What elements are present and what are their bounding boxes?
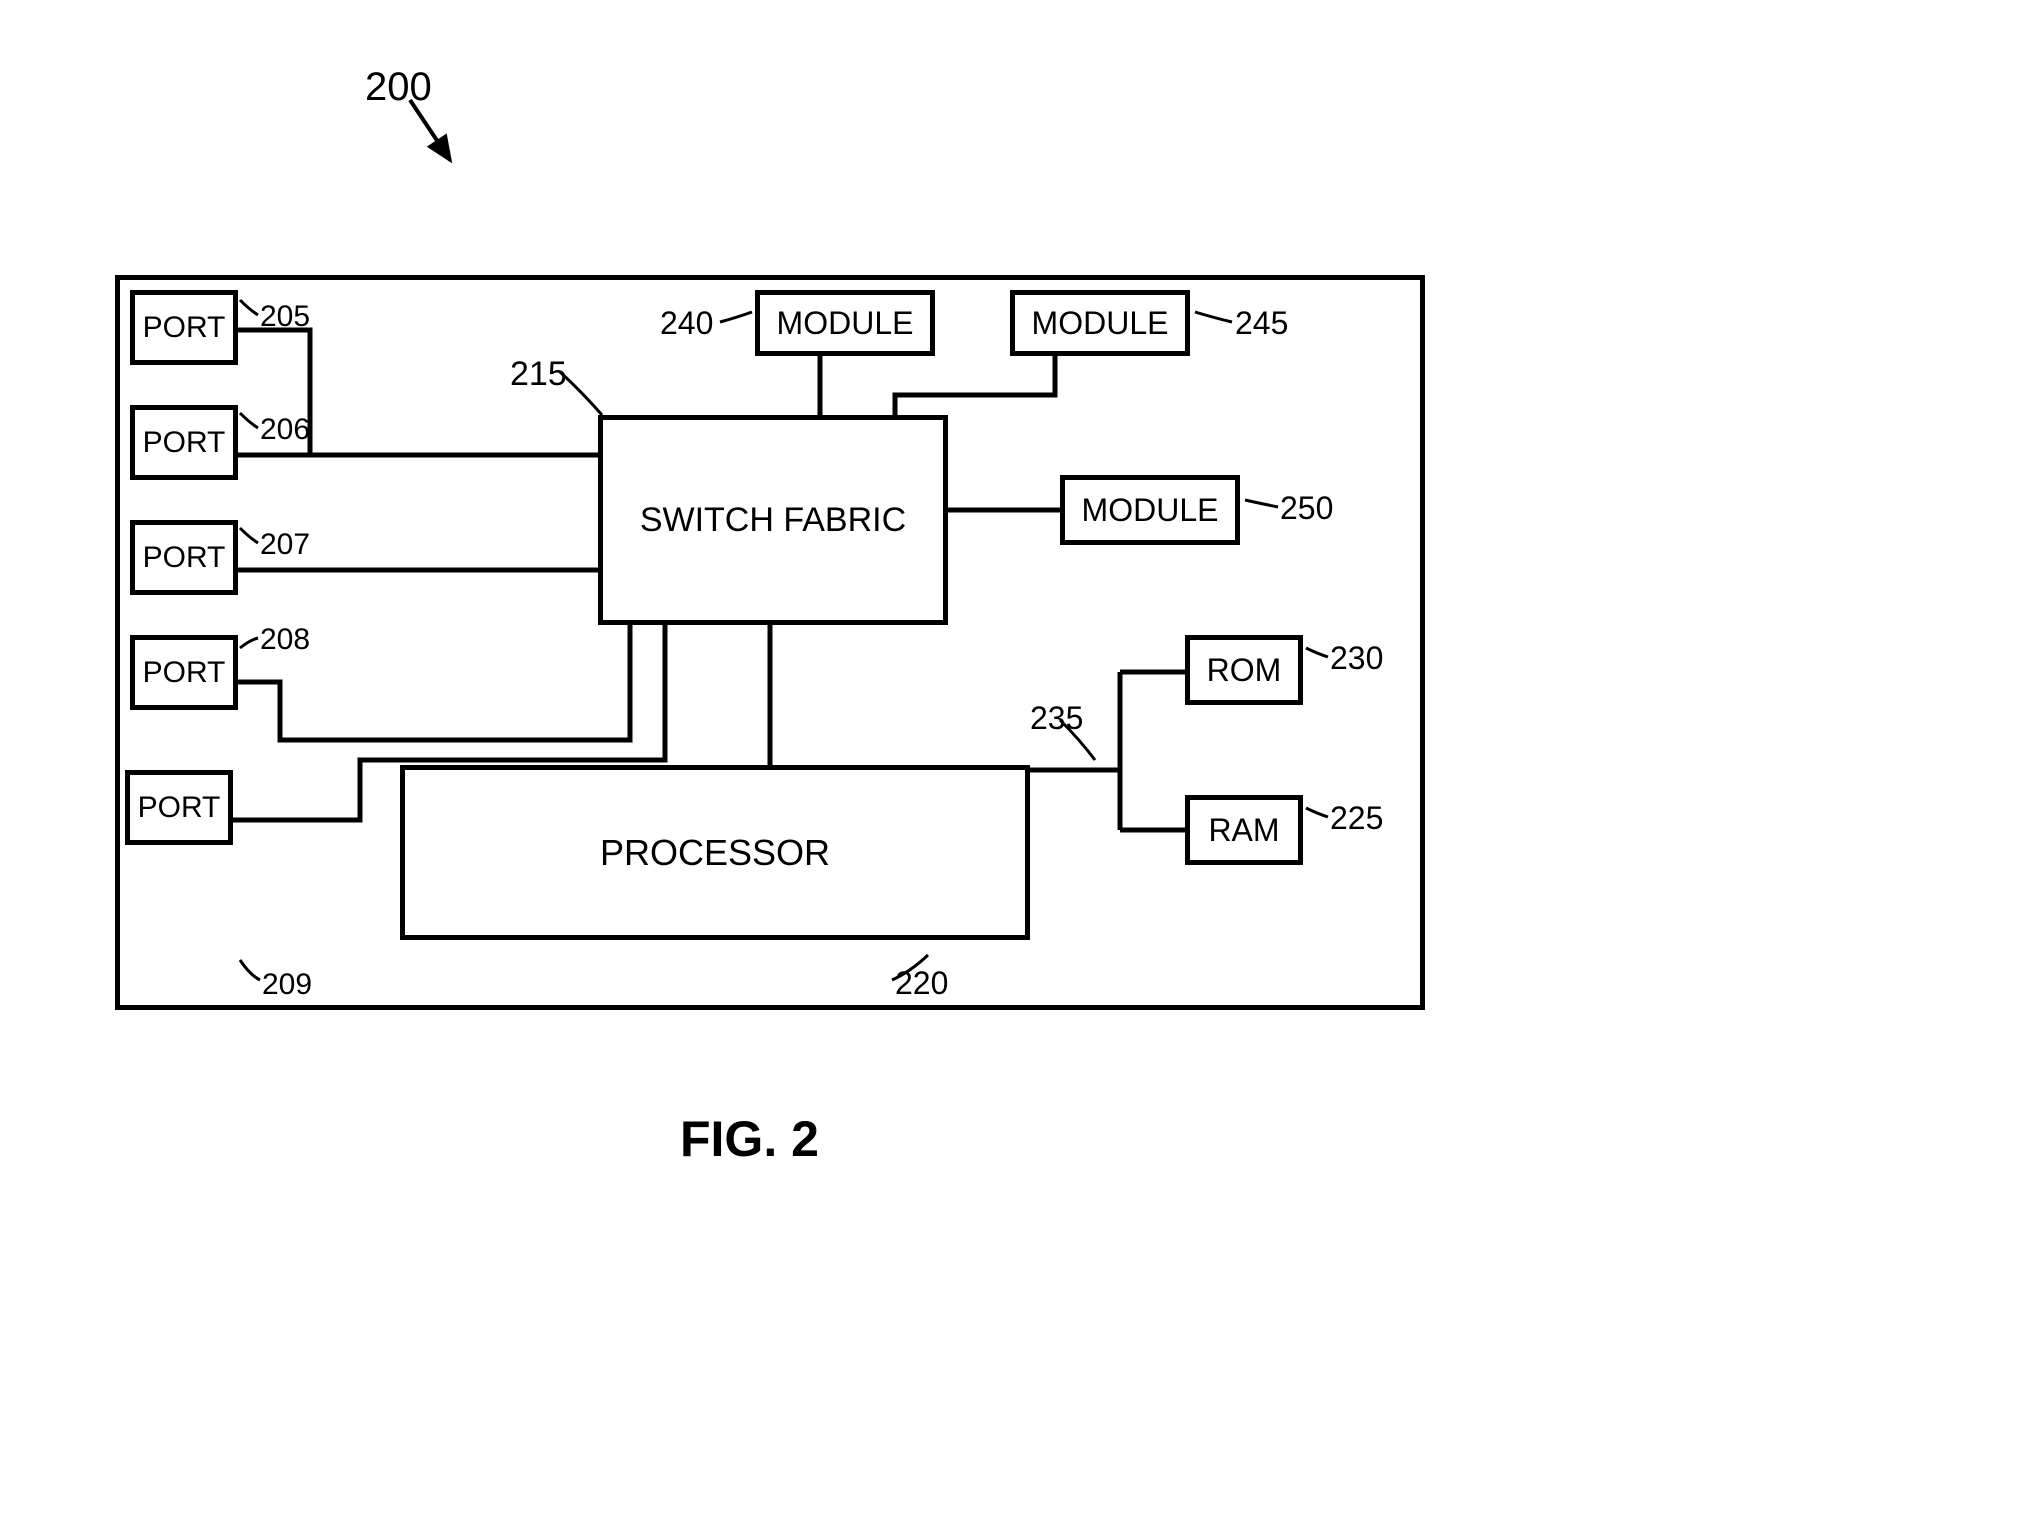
ref-245: 245 [1235, 305, 1288, 342]
ref-225: 225 [1330, 800, 1383, 837]
ref-207: 207 [260, 528, 310, 562]
ref-208: 208 [260, 623, 310, 657]
ref-230: 230 [1330, 640, 1383, 677]
ref-240: 240 [660, 305, 713, 342]
diagram-canvas: 200 PORT PORT PORT PORT PORT SWITCH FABR… [0, 0, 2041, 1523]
ref-215: 215 [510, 355, 567, 394]
ref-235: 235 [1030, 700, 1083, 737]
ref-220: 220 [895, 965, 948, 1002]
ref-250: 250 [1280, 490, 1333, 527]
ref-205: 205 [260, 300, 310, 334]
connections [0, 0, 2041, 1523]
figure-caption: FIG. 2 [680, 1110, 819, 1168]
ref-209: 209 [262, 968, 312, 1002]
ref-206: 206 [260, 413, 310, 447]
